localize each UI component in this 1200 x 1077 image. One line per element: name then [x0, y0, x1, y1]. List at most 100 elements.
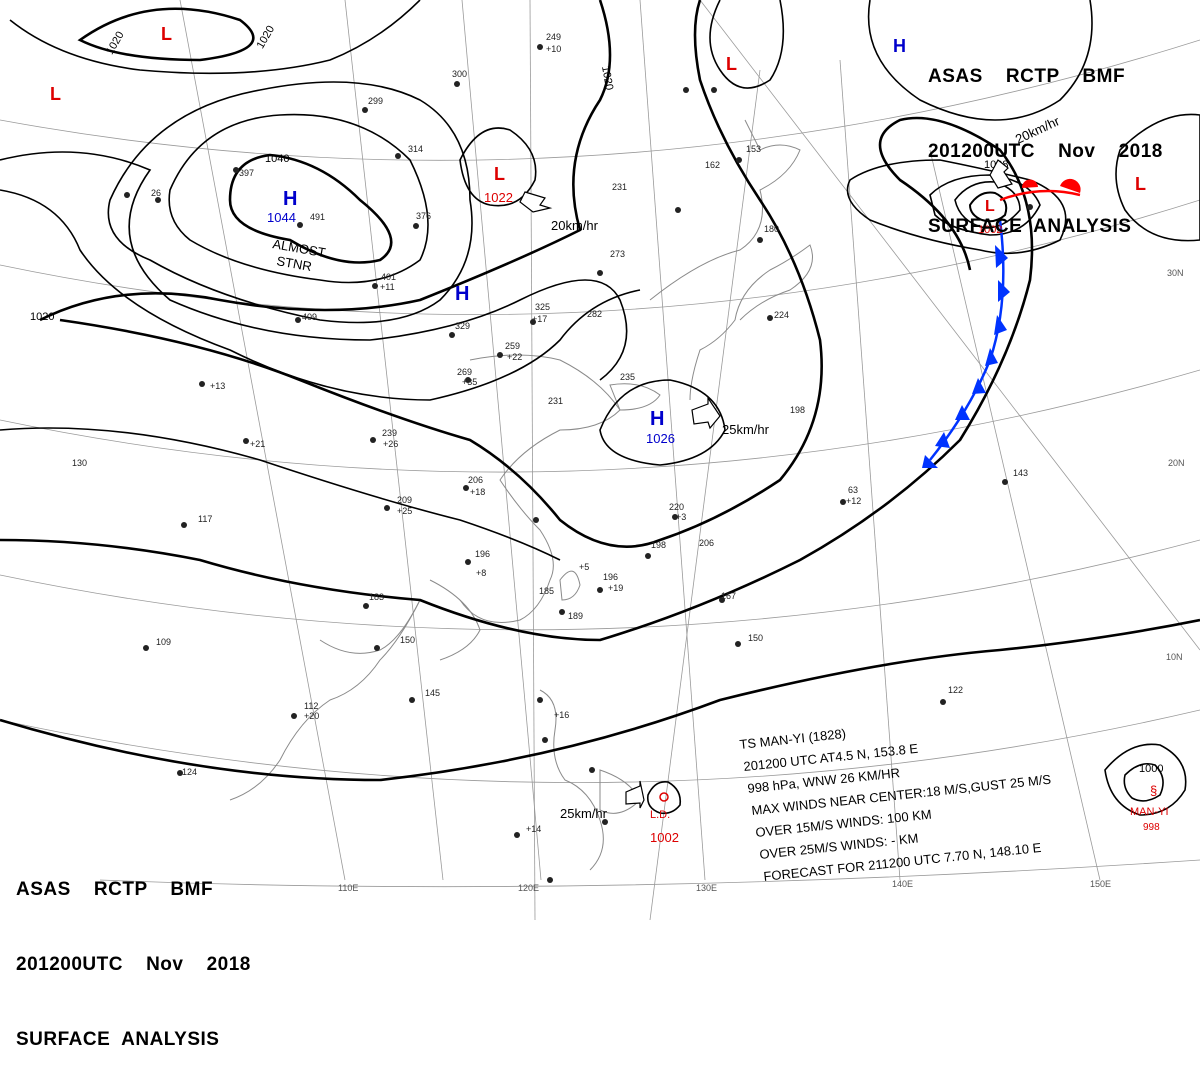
isobar-label: 1020 — [30, 311, 54, 323]
low-symbol: L — [985, 198, 995, 215]
grid-labels: 110E 120E 130E 140E 150E 30N 20N 10N — [338, 268, 1185, 893]
lon-label: 130E — [696, 883, 717, 893]
station-value: 183 — [369, 592, 384, 602]
station-value: 209 — [397, 495, 412, 505]
header-product: SURFACE ANALYSIS — [928, 216, 1132, 237]
chart-header-top-right: ASAS RCTP BMF 201200UTC Nov 2018 SURFACE… — [928, 14, 1163, 264]
high-symbol: H — [455, 283, 469, 305]
storm-name: MAN-YI — [1130, 806, 1169, 818]
station-value: 491 — [310, 212, 325, 222]
station-value: +10 — [546, 44, 561, 54]
station-value: 109 — [156, 637, 171, 647]
motion-arrow-icon — [519, 191, 553, 213]
station-value: +18 — [470, 487, 485, 497]
station-value: 198 — [651, 540, 666, 550]
station-value: +17 — [532, 314, 547, 324]
low-symbol: L.D. — [650, 809, 670, 821]
isobar-label: 1020 — [599, 65, 615, 91]
station-value: 143 — [1013, 468, 1028, 478]
low-symbol: L — [161, 24, 172, 44]
motion-label: 25km/hr — [722, 422, 770, 437]
motion-label: 25km/hr — [560, 806, 608, 821]
motion-arrow-icon — [691, 396, 721, 430]
station-value: 325 — [535, 302, 550, 312]
lon-label: 110E — [338, 883, 358, 893]
station-value: +19 — [608, 583, 623, 593]
chart-header-bottom-left: ASAS RCTP BMF 201200UTC Nov 2018 SURFACE… — [16, 827, 251, 1077]
station-value: 150 — [400, 635, 415, 645]
station-value: 269 — [457, 367, 472, 377]
station-value: 259 — [505, 341, 520, 351]
cold-front — [922, 219, 1010, 468]
station-value: 122 — [948, 685, 963, 695]
station-value: 220 — [669, 502, 684, 512]
station-value: 314 — [408, 144, 423, 154]
station-value: 185 — [539, 586, 554, 596]
station-value: 239 — [382, 428, 397, 438]
station-value: 189 — [568, 611, 583, 621]
station-value: +3 — [676, 512, 686, 522]
station-value: +20 — [304, 711, 319, 721]
station-value: +26 — [383, 439, 398, 449]
motion-arrow-icon — [989, 159, 1013, 189]
station-value: 300 — [452, 69, 467, 79]
station-value: +22 — [507, 352, 522, 362]
station-value: 196 — [475, 549, 490, 559]
station-value: +11 — [380, 282, 395, 292]
storm-center-icon — [659, 792, 669, 802]
station-value: 117 — [198, 514, 212, 524]
lon-label: 140E — [892, 879, 913, 889]
station-value: 224 — [774, 310, 789, 320]
station-value: 206 — [699, 538, 714, 548]
station-value: 235 — [620, 372, 635, 382]
station-value: +5 — [579, 562, 589, 572]
warm-front — [999, 178, 1081, 202]
isobars — [0, 0, 1200, 816]
motion-label: 20km/hr — [551, 218, 599, 233]
station-value: +13 — [210, 381, 225, 391]
station-value: 150 — [748, 633, 763, 643]
station-value: 397 — [239, 168, 254, 178]
station-value: 153 — [746, 144, 761, 154]
header-datetime: 201200UTC Nov 2018 — [16, 954, 251, 975]
station-value: 162 — [705, 160, 720, 170]
header-product: SURFACE ANALYSIS — [16, 1029, 220, 1050]
surface-analysis-map: 249 +10 300 299 26 314 376 397 491 401 4… — [0, 0, 1200, 920]
low-symbol: L — [50, 84, 61, 104]
station-value: 329 — [455, 321, 470, 331]
station-value: 63 — [848, 485, 858, 495]
station-value: 26 — [151, 188, 161, 198]
station-value: 249 — [546, 32, 561, 42]
station-value: 167 — [721, 591, 736, 601]
station-value: 198 — [790, 405, 805, 415]
station-value: +12 — [846, 496, 861, 506]
high-symbol: H — [283, 188, 297, 210]
station-value: 206 — [468, 475, 483, 485]
station-value: +21 — [250, 439, 265, 449]
station-value: 231 — [548, 396, 563, 406]
center-value: 1022 — [484, 190, 513, 205]
header-agency: ASAS RCTP BMF — [928, 66, 1126, 87]
station-value: +8 — [476, 568, 486, 578]
station-value: 180 — [764, 224, 779, 234]
coastlines — [229, 119, 813, 871]
station-value: 112 — [304, 701, 318, 711]
center-value: 1026 — [646, 431, 675, 446]
low-symbol: L — [1135, 174, 1146, 194]
station-values: 249 +10 300 299 26 314 376 397 491 401 4… — [72, 32, 1028, 834]
station-value: 273 — [610, 249, 625, 259]
storm-pressure: 998 — [1143, 822, 1160, 833]
center-note: STNR — [275, 253, 312, 274]
station-value: 299 — [368, 96, 383, 106]
station-value: 409 — [302, 312, 317, 322]
low-symbol: L — [726, 54, 737, 74]
center-value: 1000 — [1139, 763, 1163, 775]
high-symbol: H — [650, 408, 664, 430]
station-value: 196 — [603, 572, 618, 582]
lat-label: 20N — [1168, 458, 1185, 468]
lon-label: 150E — [1090, 879, 1111, 889]
station-value: 401 — [381, 272, 396, 282]
station-value: 231 — [612, 182, 627, 192]
center-value: 1044 — [267, 210, 296, 225]
station-value: +16 — [554, 710, 569, 720]
